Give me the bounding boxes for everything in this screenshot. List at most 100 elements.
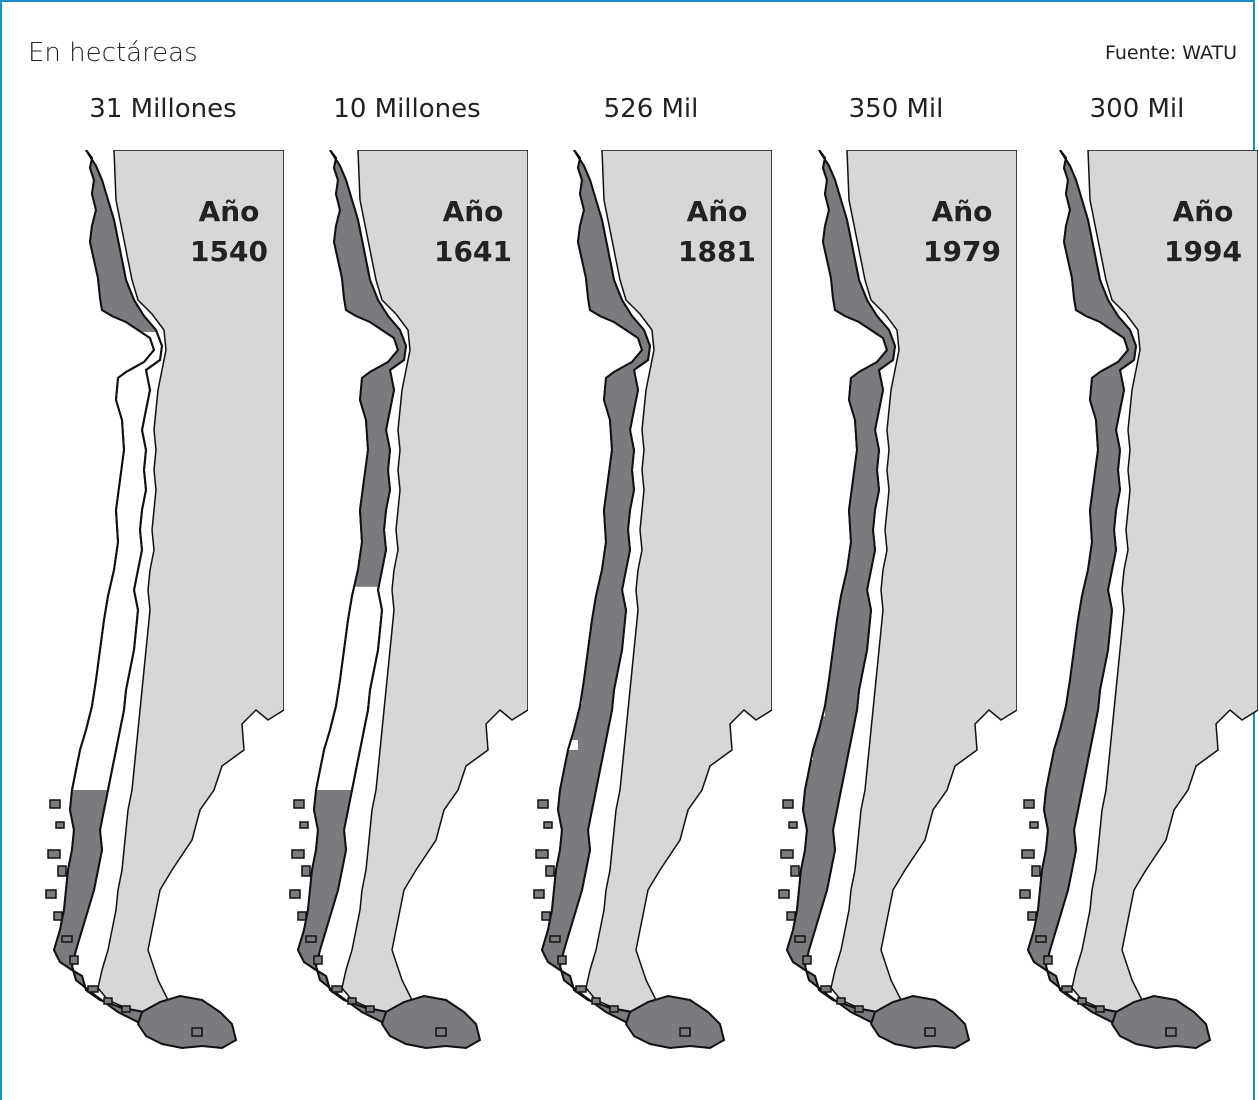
island [49, 799, 61, 809]
island [1095, 1005, 1105, 1013]
cleared-patch [574, 636, 584, 646]
island [57, 865, 67, 877]
year-value: 1979 [923, 235, 1001, 268]
cleared-patch [560, 620, 574, 632]
island [55, 821, 65, 829]
island [537, 799, 549, 809]
forest-amount-label: 350 Mil [848, 94, 944, 124]
island [1077, 997, 1087, 1005]
island [289, 889, 301, 899]
island [786, 911, 796, 921]
island [87, 985, 99, 993]
chile-forest-map [42, 150, 284, 1060]
island [299, 821, 309, 829]
map-panel-1540: 31 Millones Año 1540 [42, 94, 284, 1094]
year-label: Año 1881 [662, 192, 772, 272]
island [778, 889, 790, 899]
island [533, 889, 545, 899]
source-label: Fuente: WATU [1104, 42, 1237, 64]
island [924, 1027, 936, 1037]
year-word: Año [198, 195, 260, 228]
island [545, 865, 555, 877]
island [541, 911, 551, 921]
forest-amount-label: 300 Mil [1089, 94, 1185, 124]
map-panel-1881: 526 Mil Año 1881 [530, 94, 772, 1094]
chile-map-svg [778, 150, 1017, 1050]
argentina-region [97, 150, 284, 1013]
chile-forest-map [1016, 150, 1258, 1060]
island [305, 935, 317, 943]
island [1061, 985, 1073, 993]
cleared-patch [1036, 670, 1042, 676]
cleared-patch [554, 710, 566, 720]
island [1021, 849, 1035, 859]
island [591, 997, 601, 1005]
chile-map-svg [533, 150, 772, 1050]
year-value: 1881 [678, 235, 756, 268]
island [549, 935, 561, 943]
island [61, 935, 73, 943]
tierra-del-fuego [136, 994, 238, 1050]
cleared-patch [544, 680, 558, 692]
island [301, 865, 311, 877]
cleared-patch [552, 650, 564, 664]
island [347, 997, 357, 1005]
forest-amount-label: 526 Mil [603, 94, 699, 124]
forest-amount-label: 31 Millones [89, 94, 237, 124]
island [47, 849, 61, 859]
year-word: Año [442, 195, 504, 228]
island [331, 985, 343, 993]
year-word: Año [931, 195, 993, 228]
cleared-patch [809, 670, 819, 680]
island [854, 1005, 864, 1013]
island [679, 1027, 691, 1037]
island [802, 955, 812, 965]
island [1019, 889, 1031, 899]
island [836, 997, 846, 1005]
cleared-patch [1050, 690, 1056, 696]
island [794, 935, 806, 943]
chile-forest-map [530, 150, 772, 1060]
island [291, 849, 305, 859]
units-label: En hectáreas [28, 38, 198, 68]
cleared-patch [1032, 710, 1038, 716]
island [365, 1005, 375, 1013]
island [790, 865, 800, 877]
chile-map-svg [1019, 150, 1258, 1050]
argentina-region [830, 150, 1017, 1013]
cleared-patch [1044, 730, 1050, 736]
argentina-region [341, 150, 528, 1013]
island [1165, 1027, 1177, 1037]
island [543, 821, 553, 829]
island [535, 849, 549, 859]
island [69, 955, 79, 965]
cleared-patch [791, 735, 803, 745]
map-panel-1641: 10 Millones Año 1641 [286, 94, 528, 1094]
tierra-del-fuego [1110, 994, 1212, 1050]
island [575, 985, 587, 993]
year-value: 1641 [434, 235, 512, 268]
island [53, 911, 63, 921]
year-label: Año 1979 [907, 192, 1017, 272]
island [1035, 935, 1047, 943]
island [435, 1027, 447, 1037]
island [557, 955, 567, 965]
cleared-patch [795, 700, 805, 708]
island [1031, 865, 1041, 877]
island [313, 955, 323, 965]
chile-map-svg [45, 150, 284, 1050]
island [103, 997, 113, 1005]
cleared-patch [1038, 750, 1044, 756]
chile-forest-map [286, 150, 528, 1060]
year-value: 1994 [1164, 235, 1242, 268]
island [1023, 799, 1035, 809]
year-value: 1540 [190, 235, 268, 268]
year-label: Año 1540 [174, 192, 284, 272]
island [121, 1005, 131, 1013]
island [1027, 911, 1037, 921]
map-panel-1994: 300 Mil Año 1994 [1016, 94, 1258, 1094]
island [1043, 955, 1053, 965]
chile-forest-map [775, 150, 1017, 1060]
island [788, 821, 798, 829]
map-panel-1979: 350 Mil Año 1979 [775, 94, 1017, 1094]
